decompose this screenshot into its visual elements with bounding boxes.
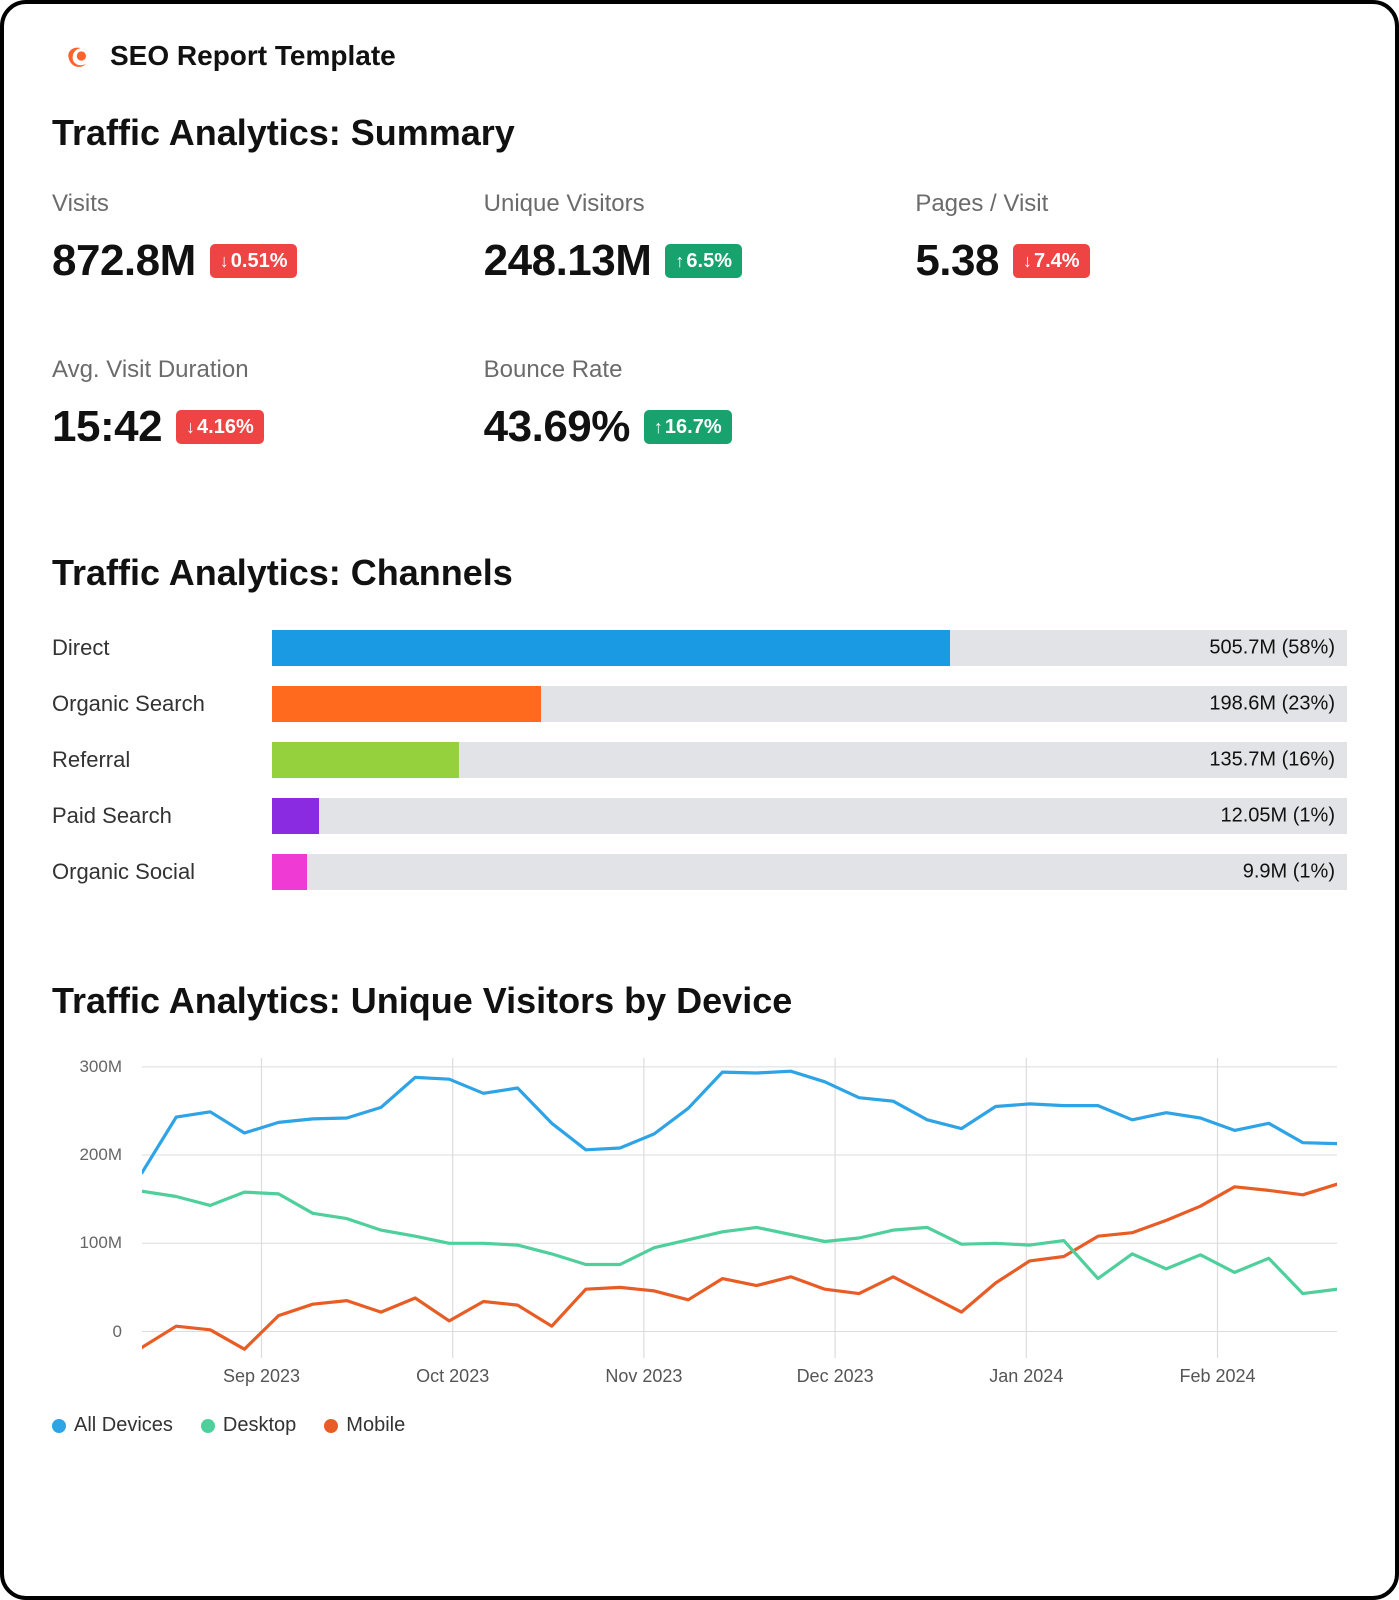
x-axis-label: Dec 2023: [797, 1366, 874, 1387]
legend-color-icon: [324, 1419, 338, 1433]
channel-row: Organic Social 9.9M (1%): [52, 854, 1347, 890]
section-title-summary: Traffic Analytics: Summary: [52, 112, 1347, 154]
metric-label: Avg. Visit Duration: [52, 356, 484, 384]
metric-card: Unique Visitors 248.13M ↑6.5%: [484, 190, 916, 286]
x-axis-label: Feb 2024: [1179, 1366, 1255, 1387]
channel-bar: 9.9M (1%): [272, 854, 1347, 890]
channel-row: Direct 505.7M (58%): [52, 630, 1347, 666]
metric-value: 872.8M: [52, 236, 196, 286]
channel-label: Paid Search: [52, 803, 272, 829]
channel-label: Referral: [52, 747, 272, 773]
y-axis-label: 300M: [79, 1057, 122, 1077]
channel-row: Organic Search 198.6M (23%): [52, 686, 1347, 722]
legend-item: All Devices: [52, 1414, 173, 1437]
x-axis-label: Jan 2024: [989, 1366, 1063, 1387]
x-axis-label: Oct 2023: [416, 1366, 489, 1387]
channel-label: Direct: [52, 635, 272, 661]
header-title: SEO Report Template: [110, 40, 396, 72]
metric-delta-badge: ↓4.16%: [176, 410, 264, 444]
legend-label: All Devices: [74, 1414, 173, 1437]
channel-bar-fill: [272, 854, 307, 890]
arrow-down-icon: ↓: [220, 252, 229, 270]
channel-value: 505.7M (58%): [1209, 637, 1335, 660]
channel-bar: 135.7M (16%): [272, 742, 1347, 778]
chart-x-axis: Sep 2023 Oct 2023 Nov 2023 Dec 2023 Jan 2024…: [142, 1358, 1337, 1398]
channel-label: Organic Search: [52, 691, 272, 717]
y-axis-label: 200M: [79, 1145, 122, 1165]
legend-label: Desktop: [223, 1414, 296, 1437]
metric-delta-value: 0.51%: [231, 250, 288, 273]
metric-value: 248.13M: [484, 236, 652, 286]
metric-value: 5.38: [915, 236, 999, 286]
channel-row: Referral 135.7M (16%): [52, 742, 1347, 778]
metric-value: 43.69%: [484, 402, 630, 452]
metric-value: 15:42: [52, 402, 162, 452]
channel-value: 135.7M (16%): [1209, 749, 1335, 772]
section-title-devices: Traffic Analytics: Unique Visitors by De…: [52, 980, 1347, 1022]
channel-bar-fill: [272, 630, 950, 666]
channel-bar-fill: [272, 798, 319, 834]
metric-delta-value: 16.7%: [665, 416, 722, 439]
metric-delta-value: 4.16%: [197, 416, 254, 439]
metric-label: Bounce Rate: [484, 356, 916, 384]
metric-card: Visits 872.8M ↓0.51%: [52, 190, 484, 286]
x-axis-label: Nov 2023: [605, 1366, 682, 1387]
channel-value: 198.6M (23%): [1209, 693, 1335, 716]
legend-color-icon: [201, 1419, 215, 1433]
y-axis-label: 100M: [79, 1233, 122, 1253]
legend-item: Mobile: [324, 1414, 405, 1437]
channel-bar: 505.7M (58%): [272, 630, 1347, 666]
channel-bar: 198.6M (23%): [272, 686, 1347, 722]
metric-delta-badge: ↑6.5%: [665, 244, 742, 278]
arrow-up-icon: ↑: [654, 418, 663, 436]
metric-label: Unique Visitors: [484, 190, 916, 218]
channel-bar-fill: [272, 686, 541, 722]
metric-delta-badge: ↑16.7%: [644, 410, 732, 444]
metric-card: Pages / Visit 5.38 ↓7.4%: [915, 190, 1347, 286]
metric-delta-badge: ↓7.4%: [1013, 244, 1090, 278]
chart-y-axis: 0 100M 200M 300M: [52, 1058, 132, 1358]
header: SEO Report Template: [52, 40, 1347, 72]
metric-card: Bounce Rate 43.69% ↑16.7%: [484, 356, 916, 452]
chart-legend: All Devices Desktop Mobile: [52, 1414, 1347, 1437]
metric-label: Pages / Visit: [915, 190, 1347, 218]
metric-delta-value: 7.4%: [1034, 250, 1080, 273]
metric-delta-value: 6.5%: [686, 250, 732, 273]
metrics-grid: Visits872.8M↓0.51%Unique Visitors248.13M…: [52, 190, 1347, 452]
arrow-down-icon: ↓: [186, 418, 195, 436]
semrush-logo-icon: [62, 41, 92, 71]
section-title-channels: Traffic Analytics: Channels: [52, 552, 1347, 594]
metric-delta-badge: ↓0.51%: [210, 244, 298, 278]
devices-line-chart: 0 100M 200M 300M Sep 2023 Oct 2023 Nov 2023 De…: [52, 1058, 1347, 1398]
chart-plot-area: [142, 1058, 1337, 1358]
metric-label: Visits: [52, 190, 484, 218]
arrow-down-icon: ↓: [1023, 252, 1032, 270]
metric-card: Avg. Visit Duration 15:42 ↓4.16%: [52, 356, 484, 452]
x-axis-label: Sep 2023: [223, 1366, 300, 1387]
channel-label: Organic Social: [52, 859, 272, 885]
y-axis-label: 0: [113, 1322, 122, 1342]
legend-label: Mobile: [346, 1414, 405, 1437]
channel-value: 12.05M (1%): [1221, 805, 1336, 828]
channel-row: Paid Search 12.05M (1%): [52, 798, 1347, 834]
channels-list: Direct 505.7M (58%) Organic Search 198.6M (…: [52, 630, 1347, 890]
report-frame: SEO Report Template Traffic Analytics: S…: [0, 0, 1399, 1600]
channel-bar: 12.05M (1%): [272, 798, 1347, 834]
channel-bar-fill: [272, 742, 459, 778]
arrow-up-icon: ↑: [675, 252, 684, 270]
channel-value: 9.9M (1%): [1243, 861, 1335, 884]
legend-item: Desktop: [201, 1414, 296, 1437]
legend-color-icon: [52, 1419, 66, 1433]
